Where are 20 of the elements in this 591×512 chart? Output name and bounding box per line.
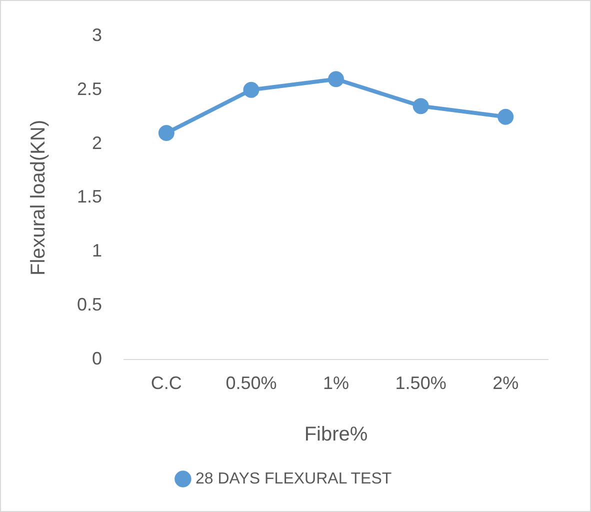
y-tick-label: 0 bbox=[92, 348, 102, 368]
y-tick-label: 2.5 bbox=[76, 78, 102, 99]
y-tick-label: 2 bbox=[92, 132, 102, 153]
x-tick-label: 1% bbox=[323, 373, 350, 394]
y-tick-label: 1 bbox=[92, 240, 102, 261]
point bbox=[328, 71, 344, 88]
y-tick-label: 1.5 bbox=[76, 186, 102, 207]
point bbox=[412, 98, 429, 114]
point bbox=[243, 82, 260, 98]
point bbox=[158, 125, 174, 142]
x-tick-label: 2% bbox=[492, 373, 519, 394]
y-tick-label: 3 bbox=[92, 24, 102, 45]
legend-label: 28 DAYS FLEXURAL TEST bbox=[195, 470, 392, 488]
x-tick-label: 1.50% bbox=[395, 373, 446, 394]
x-tick-label: 0.50% bbox=[226, 373, 277, 394]
y-tick-label: 0.5 bbox=[76, 294, 102, 314]
y-axis-title: Flexural load(KN) bbox=[28, 120, 50, 276]
x-tick-label: C.C bbox=[150, 373, 182, 394]
x-axis-title: Fibre% bbox=[304, 424, 368, 446]
point bbox=[498, 108, 514, 125]
